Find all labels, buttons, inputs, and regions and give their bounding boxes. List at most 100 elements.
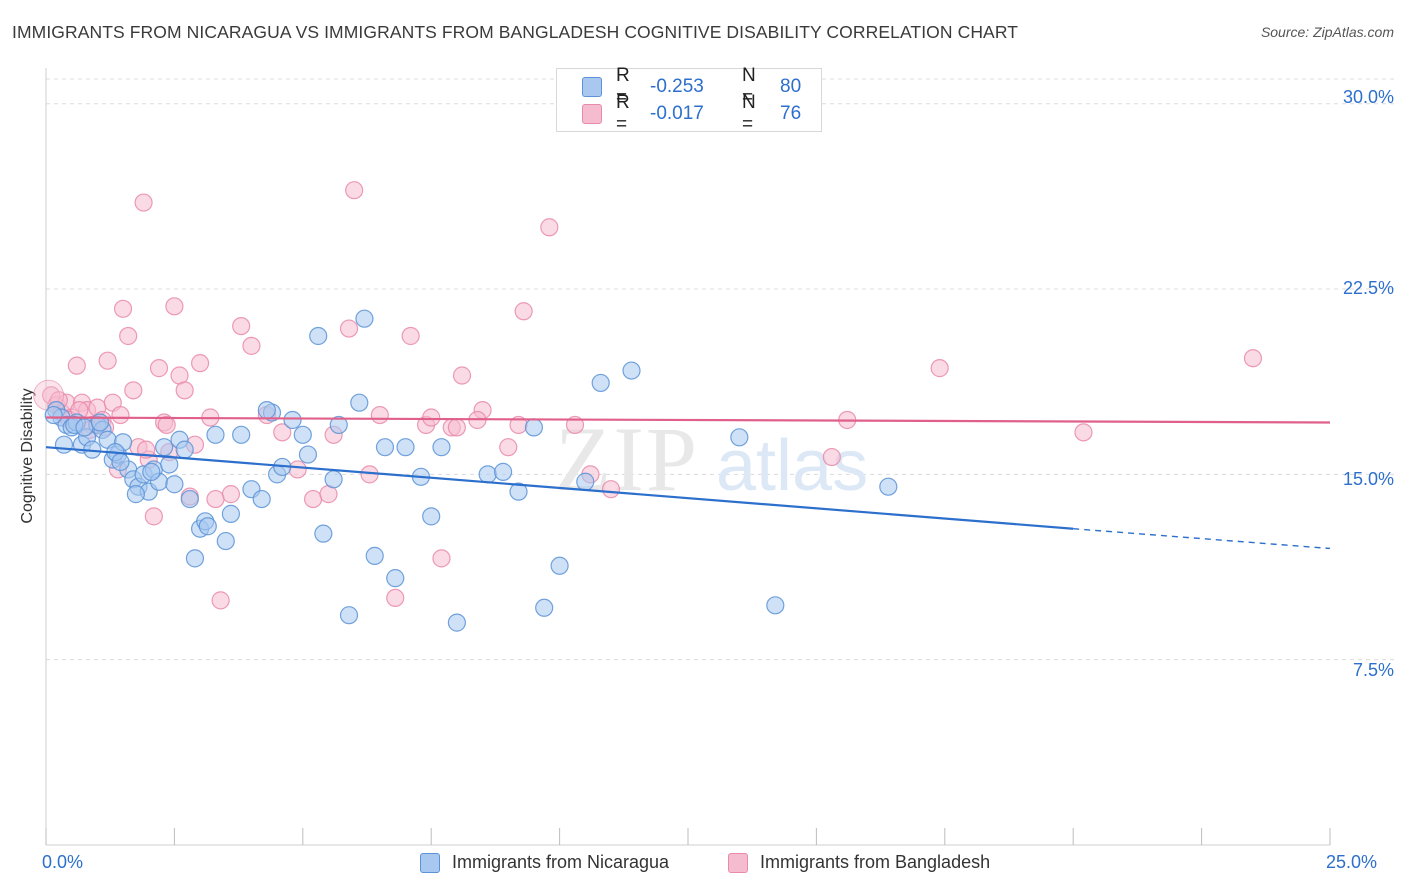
nicaragua-point bbox=[375, 438, 395, 457]
bangladesh-swatch bbox=[582, 104, 602, 124]
bangladesh-point bbox=[339, 319, 359, 338]
bangladesh-point bbox=[401, 326, 420, 346]
nicaragua-point bbox=[730, 428, 749, 447]
nicaragua-point bbox=[44, 405, 63, 425]
nicaragua-trend-line bbox=[45, 446, 1074, 530]
nicaragua-point bbox=[155, 438, 174, 457]
nicaragua-point bbox=[339, 606, 359, 625]
legend-item-bangladesh[interactable]: Immigrants from Bangladesh bbox=[728, 852, 990, 873]
nicaragua-point bbox=[175, 440, 194, 459]
nicaragua-point bbox=[509, 482, 528, 501]
r-label: R = bbox=[616, 92, 630, 135]
nicaragua-point bbox=[221, 504, 240, 523]
bangladesh-point bbox=[232, 316, 251, 336]
series-legend: Immigrants from Nicaragua Immigrants fro… bbox=[0, 852, 1406, 878]
bangladesh-point bbox=[157, 415, 176, 435]
nicaragua-point bbox=[198, 517, 217, 536]
bangladesh-point bbox=[67, 356, 86, 375]
bangladesh-point bbox=[370, 405, 389, 425]
trend-lines bbox=[45, 416, 1331, 550]
bangladesh-point bbox=[113, 299, 133, 318]
nicaragua-point bbox=[314, 524, 333, 543]
bangladesh-legend-swatch bbox=[728, 852, 748, 873]
bangladesh-point bbox=[565, 415, 585, 435]
nicaragua-point bbox=[90, 413, 110, 432]
bangladesh-point bbox=[514, 302, 533, 321]
nicaragua-point bbox=[766, 596, 785, 615]
nicaragua-point bbox=[355, 309, 374, 328]
nicaragua-point bbox=[329, 415, 348, 435]
grid-lines bbox=[46, 78, 1394, 661]
y-tick-7-5: 7.5% bbox=[1352, 660, 1394, 680]
legend-row-bangladesh: R = -0.017 N = 76 bbox=[557, 92, 802, 135]
nicaragua-point bbox=[126, 485, 145, 504]
nicaragua-point bbox=[75, 418, 94, 437]
bangladesh-point bbox=[386, 588, 405, 608]
bangladesh-point bbox=[422, 408, 441, 427]
nicaragua-point bbox=[535, 598, 554, 617]
y-tick-30: 30.0% bbox=[1342, 87, 1394, 107]
bangladesh-trend-line bbox=[45, 416, 1331, 424]
bangladesh-point bbox=[822, 447, 841, 467]
nicaragua-point bbox=[494, 462, 513, 481]
nicaragua-point bbox=[165, 475, 184, 494]
nicaragua-point bbox=[252, 489, 271, 509]
bangladesh-point bbox=[111, 405, 130, 425]
bangladesh-point bbox=[930, 359, 949, 378]
nicaragua-point bbox=[396, 438, 415, 457]
nicaragua-point bbox=[478, 465, 497, 484]
r-value: -0.017 bbox=[650, 103, 704, 124]
x-tick-max: 25.0% bbox=[1326, 852, 1378, 872]
bangladesh-point bbox=[211, 591, 230, 610]
nicaragua-point bbox=[386, 569, 405, 588]
nicaragua-point bbox=[142, 462, 161, 481]
bangladesh-point bbox=[452, 366, 472, 385]
legend-row-nicaragua: R = -0.253 N = 80 bbox=[557, 65, 802, 108]
nicaragua-point bbox=[216, 531, 235, 551]
bangladesh-point bbox=[1074, 423, 1093, 442]
bangladesh-point bbox=[124, 381, 143, 400]
bangladesh-legend-label: Immigrants from Bangladesh bbox=[760, 852, 991, 872]
legend-item-nicaragua[interactable]: Immigrants from Nicaragua bbox=[420, 852, 669, 873]
nicaragua-point bbox=[447, 613, 466, 632]
bangladesh-point bbox=[288, 460, 307, 479]
nicaragua-point bbox=[180, 489, 199, 509]
bangladesh-point bbox=[447, 418, 466, 437]
bangladesh-point bbox=[119, 326, 138, 346]
bangladesh-point bbox=[149, 359, 169, 378]
nicaragua-point bbox=[298, 445, 318, 464]
n-value: 76 bbox=[780, 103, 802, 124]
nicaragua-point bbox=[524, 418, 544, 437]
nicaragua-point bbox=[576, 472, 595, 491]
bangladesh-point bbox=[242, 336, 261, 355]
nicaragua-point bbox=[206, 425, 225, 444]
nicaragua-point bbox=[591, 373, 610, 393]
nicaragua-point bbox=[422, 507, 441, 526]
nicaragua-point bbox=[283, 410, 302, 430]
bangladesh-point bbox=[206, 489, 225, 509]
x-tick-min: 0.0% bbox=[42, 852, 84, 872]
bangladesh-point bbox=[345, 181, 364, 200]
n-value: 80 bbox=[780, 76, 802, 97]
chart-title: IMMIGRANTS FROM NICARAGUA VS IMMIGRANTS … bbox=[12, 22, 1019, 42]
nicaragua-point bbox=[324, 470, 343, 489]
source-credit: Source: ZipAtlas.com bbox=[1260, 24, 1394, 40]
bangladesh-point bbox=[134, 193, 153, 212]
nicaragua-legend-label: Immigrants from Nicaragua bbox=[452, 852, 670, 872]
bangladesh-point bbox=[540, 218, 559, 237]
bangladesh-point bbox=[432, 549, 451, 568]
r-value: -0.253 bbox=[650, 76, 704, 97]
axes bbox=[45, 68, 1331, 846]
bangladesh-point bbox=[499, 438, 518, 457]
bangladesh-point bbox=[165, 297, 184, 316]
bangladesh-point bbox=[601, 480, 621, 499]
y-tick-15: 15.0% bbox=[1342, 469, 1394, 489]
nicaragua-legend-swatch bbox=[420, 852, 440, 873]
nicaragua-point bbox=[879, 477, 898, 496]
nicaragua-trend-extension bbox=[1073, 528, 1331, 550]
n-label: N = bbox=[742, 92, 756, 135]
bangladesh-point bbox=[175, 381, 194, 400]
bangladesh-point bbox=[221, 485, 240, 504]
bangladesh-point bbox=[144, 507, 163, 526]
